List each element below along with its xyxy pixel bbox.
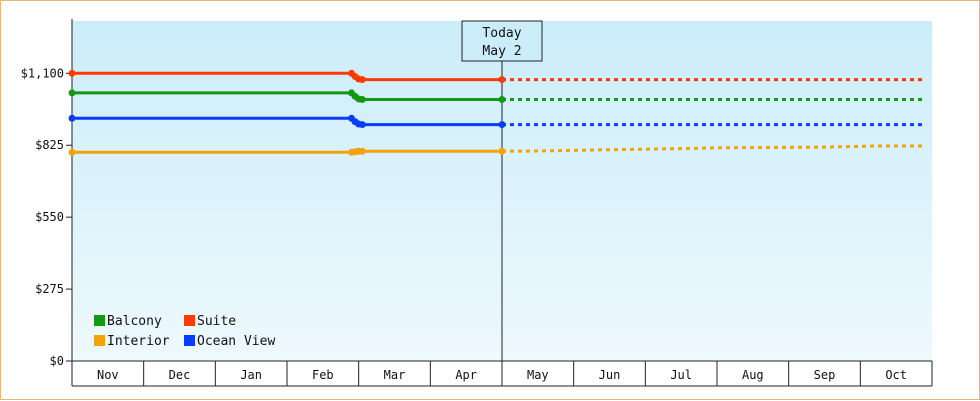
series-interior bbox=[68, 144, 925, 156]
x-axis: Nov Dec Jan Feb Mar Apr May Jun Jul Aug Sep Oct bbox=[71, 360, 933, 387]
series-point-ocean-view bbox=[68, 114, 76, 122]
series-point-interior bbox=[498, 147, 506, 155]
x-tick-label: Jun bbox=[599, 368, 621, 382]
y-tick-label: $550 bbox=[35, 210, 64, 224]
legend-label: Suite bbox=[197, 314, 236, 329]
series-point-suite bbox=[68, 69, 76, 77]
y-tick-label: $1,100 bbox=[21, 66, 64, 80]
series-layer bbox=[68, 69, 925, 156]
today-box bbox=[461, 20, 543, 62]
legend-label: Interior bbox=[107, 334, 170, 349]
series-point-balcony bbox=[68, 89, 76, 97]
legend-swatch bbox=[94, 315, 105, 326]
x-tick-label: Apr bbox=[455, 368, 477, 382]
legend-swatch bbox=[184, 335, 195, 346]
x-tick-label: Jul bbox=[670, 368, 692, 382]
x-tick-label: Nov bbox=[97, 368, 119, 382]
series-suite bbox=[68, 69, 925, 84]
today-marker: Today May 2 bbox=[461, 20, 543, 361]
series-point-interior bbox=[68, 148, 76, 156]
y-tick-label: $275 bbox=[35, 282, 64, 296]
x-tick-label: Jan bbox=[240, 368, 262, 382]
y-tick-label: $825 bbox=[35, 138, 64, 152]
today-date: May 2 bbox=[482, 44, 521, 59]
series-point-suite bbox=[498, 76, 506, 84]
series-point-ocean-view bbox=[498, 121, 506, 129]
legend-swatch bbox=[94, 335, 105, 346]
x-tick-label: Feb bbox=[312, 368, 334, 382]
series-point-balcony bbox=[358, 95, 366, 103]
legend-label: Ocean View bbox=[197, 334, 275, 349]
series-point-ocean-view bbox=[358, 121, 366, 129]
series-ocean-view bbox=[68, 114, 925, 129]
y-tick-label: $0 bbox=[50, 354, 64, 368]
x-tick-label: Dec bbox=[169, 368, 191, 382]
x-tick-label: May bbox=[527, 368, 549, 382]
legend-swatch bbox=[184, 315, 195, 326]
today-label: Today bbox=[482, 26, 521, 41]
y-axis: $0 $275 $550 $825 $1,100 bbox=[21, 19, 73, 368]
x-tick-label: Oct bbox=[885, 368, 907, 382]
series-line-interior bbox=[72, 149, 502, 154]
x-tick-label: Sep bbox=[814, 368, 836, 382]
series-point-interior bbox=[358, 147, 366, 155]
series-point-suite bbox=[358, 76, 366, 84]
x-tick-label: Mar bbox=[384, 368, 406, 382]
series-point-balcony bbox=[498, 95, 506, 103]
legend: Balcony Suite Interior Ocean View bbox=[94, 314, 275, 349]
legend-label: Balcony bbox=[107, 314, 162, 329]
x-tick-label: Aug bbox=[742, 368, 764, 382]
series-balcony bbox=[68, 89, 925, 103]
